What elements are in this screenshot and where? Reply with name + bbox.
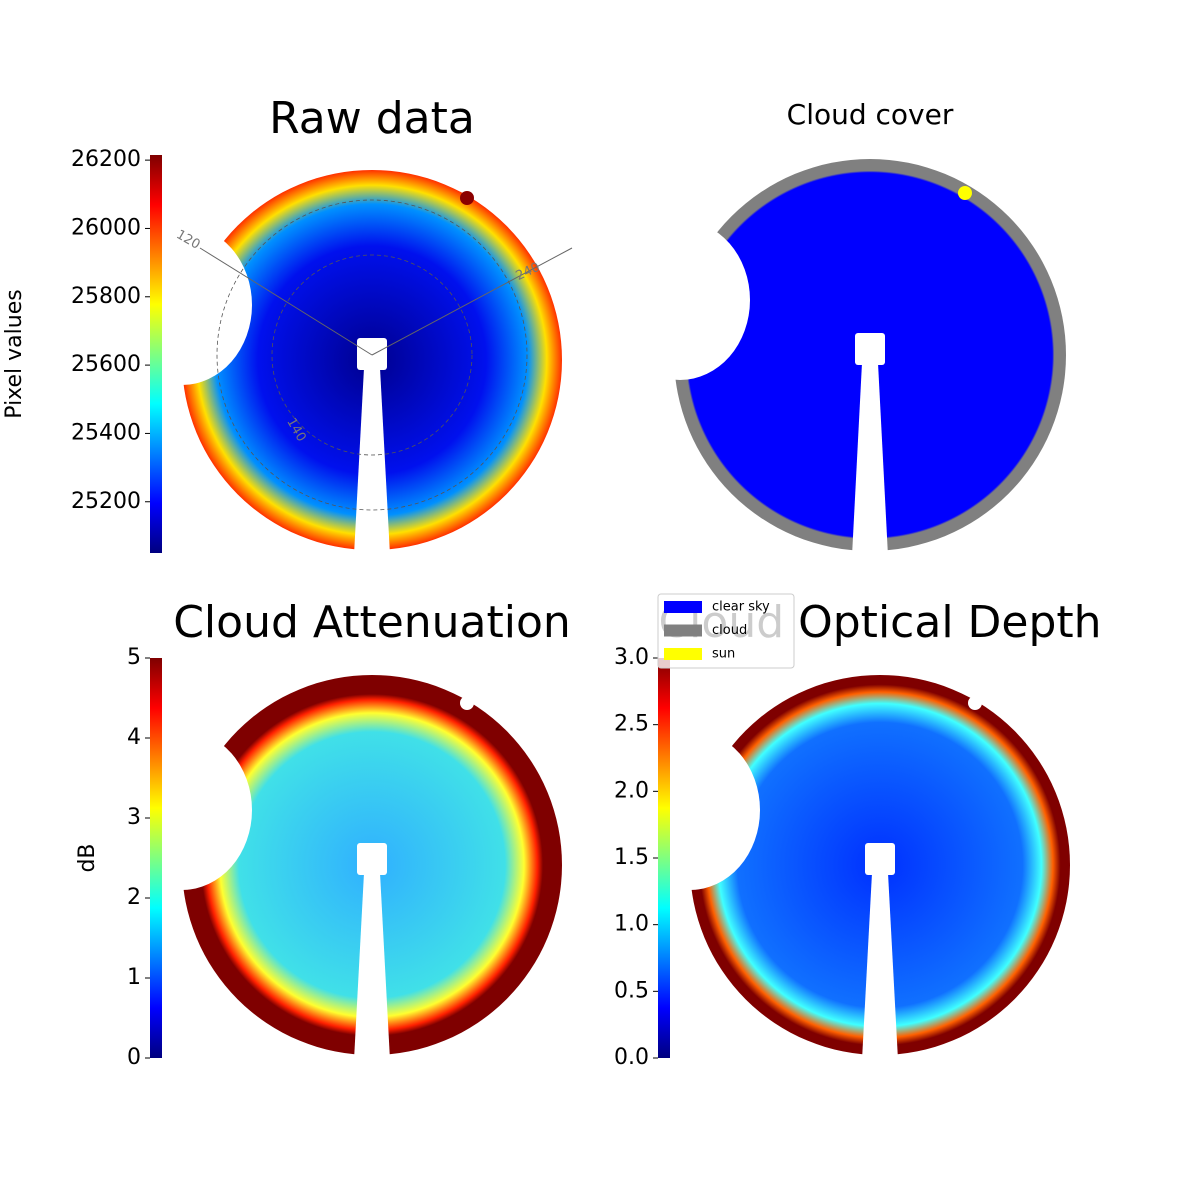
legend-label: cloud (712, 623, 747, 638)
mast (354, 873, 390, 1060)
polar-spoke (371, 247, 573, 356)
colorbar-tick-label: 26200 (71, 147, 141, 172)
colorbar-tick-label: 25600 (71, 352, 141, 377)
colorbar-label: dB (75, 843, 100, 872)
mast (862, 873, 898, 1060)
panel-title: Cloud Attenuation (173, 597, 571, 648)
mast-head (357, 338, 387, 370)
sun-marker (460, 191, 474, 205)
colorbar-tick-label: 2.5 (614, 712, 649, 737)
mast-head (357, 843, 387, 875)
horizon-mask (620, 730, 760, 890)
colorbar-tick-label: 3 (127, 805, 141, 830)
colorbar-tick-label: 3.0 (614, 645, 649, 670)
colorbar-tick-label: 26000 (71, 215, 141, 240)
horizon-mask (610, 220, 750, 380)
colorbar-tick-label: 25200 (71, 489, 141, 514)
mast (354, 368, 390, 555)
colorbar-tick-label: 5 (127, 645, 141, 670)
sun-marker (958, 186, 972, 200)
colorbar-tick-label: 0.0 (614, 1045, 649, 1070)
polar-grid (271, 254, 473, 456)
colorbar-tick-label: 2 (127, 885, 141, 910)
colorbar-tick-label: 1.5 (614, 845, 649, 870)
mast (852, 363, 888, 556)
colorbar-tick-label: 25400 (71, 420, 141, 445)
colorbar (150, 658, 162, 1058)
sun-marker (968, 696, 982, 710)
colorbar (658, 658, 670, 1058)
colorbar-tick-label: 1.0 (614, 912, 649, 937)
legend-label: sun (712, 647, 735, 662)
legend-swatch (664, 601, 702, 613)
colorbar-tick-label: 4 (127, 725, 141, 750)
colorbar-label: Pixel values (2, 289, 27, 418)
colorbar-tick-label: 25800 (71, 284, 141, 309)
mast-head (855, 333, 885, 365)
panel-title: Cloud cover (787, 98, 954, 131)
legend-label: clear sky (712, 600, 770, 615)
mast-head (865, 843, 895, 875)
colorbar-tick-label: 0 (127, 1045, 141, 1070)
legend-swatch (664, 648, 702, 660)
horizon-mask (112, 225, 252, 385)
polar-spoke (199, 247, 373, 356)
colorbar-tick-label: 1 (127, 965, 141, 990)
horizon-mask (112, 730, 252, 890)
colorbar-tick-label: 2.0 (614, 778, 649, 803)
polar-grid (216, 199, 528, 511)
panel-title: Raw data (269, 93, 475, 144)
colorbar-tick-label: 0.5 (614, 978, 649, 1003)
legend-swatch (664, 624, 702, 637)
colorbar (150, 155, 162, 553)
sun-marker (460, 696, 474, 710)
